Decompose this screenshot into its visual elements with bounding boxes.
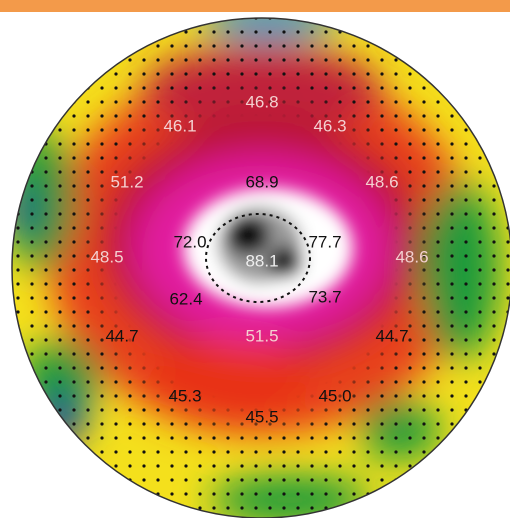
value-label: 62.4 (169, 289, 202, 308)
value-label: 48.6 (395, 247, 428, 266)
value-label: 51.2 (110, 172, 143, 191)
value-label: 44.7 (375, 326, 408, 345)
value-label: 45.5 (245, 407, 278, 426)
value-label: 77.7 (308, 232, 341, 251)
value-label: 45.3 (168, 386, 201, 405)
value-label: 88.1 (245, 251, 278, 270)
top-bar (0, 0, 510, 12)
value-label: 48.5 (90, 247, 123, 266)
value-label: 72.0 (173, 232, 206, 251)
value-label: 44.7 (105, 326, 138, 345)
value-label: 45.0 (318, 386, 351, 405)
value-label: 46.1 (163, 116, 196, 135)
value-label: 68.9 (245, 172, 278, 191)
value-label: 51.5 (245, 326, 278, 345)
value-label: 48.6 (365, 172, 398, 191)
value-label: 73.7 (308, 287, 341, 306)
value-label: 46.8 (245, 92, 278, 111)
value-label: 46.3 (313, 116, 346, 135)
topography-map: 46.8 46.1 46.3 51.2 68.9 48.6 72.0 77.7 88.1 48.5… (0, 0, 510, 518)
